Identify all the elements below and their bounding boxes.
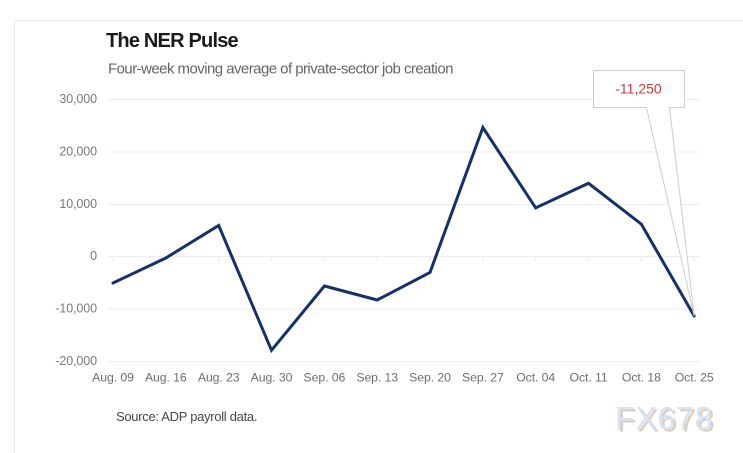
svg-text:Four-week moving average of pr: Four-week moving average of private-sect…	[108, 61, 453, 78]
svg-text:Sep. 06: Sep. 06	[304, 371, 346, 385]
svg-text:0: 0	[90, 249, 97, 263]
svg-text:30,000: 30,000	[59, 92, 97, 106]
svg-text:FX678: FX678	[615, 401, 713, 437]
svg-text:FX678: FX678	[617, 402, 715, 438]
svg-text:Oct. 04: Oct. 04	[516, 371, 555, 385]
svg-text:Aug. 30: Aug. 30	[251, 371, 293, 385]
svg-text:Sep. 27: Sep. 27	[462, 371, 504, 385]
svg-text:Aug. 16: Aug. 16	[145, 371, 187, 385]
svg-text:Oct. 11: Oct. 11	[569, 371, 607, 385]
svg-text:20,000: 20,000	[59, 145, 97, 159]
svg-text:The NER Pulse: The NER Pulse	[106, 30, 239, 52]
svg-text:-10,000: -10,000	[55, 302, 97, 316]
svg-text:10,000: 10,000	[59, 197, 97, 211]
svg-text:Oct. 18: Oct. 18	[622, 371, 661, 385]
svg-text:Aug. 09: Aug. 09	[92, 371, 134, 385]
svg-text:-20,000: -20,000	[55, 354, 97, 368]
svg-text:-11,250: -11,250	[615, 81, 662, 97]
svg-text:Sep. 20: Sep. 20	[409, 371, 451, 385]
svg-text:Source: ADP payroll data.: Source: ADP payroll data.	[116, 409, 257, 424]
svg-text:Oct. 25: Oct. 25	[675, 371, 714, 385]
svg-text:Sep. 13: Sep. 13	[356, 371, 398, 385]
svg-text:Aug. 23: Aug. 23	[198, 371, 240, 385]
